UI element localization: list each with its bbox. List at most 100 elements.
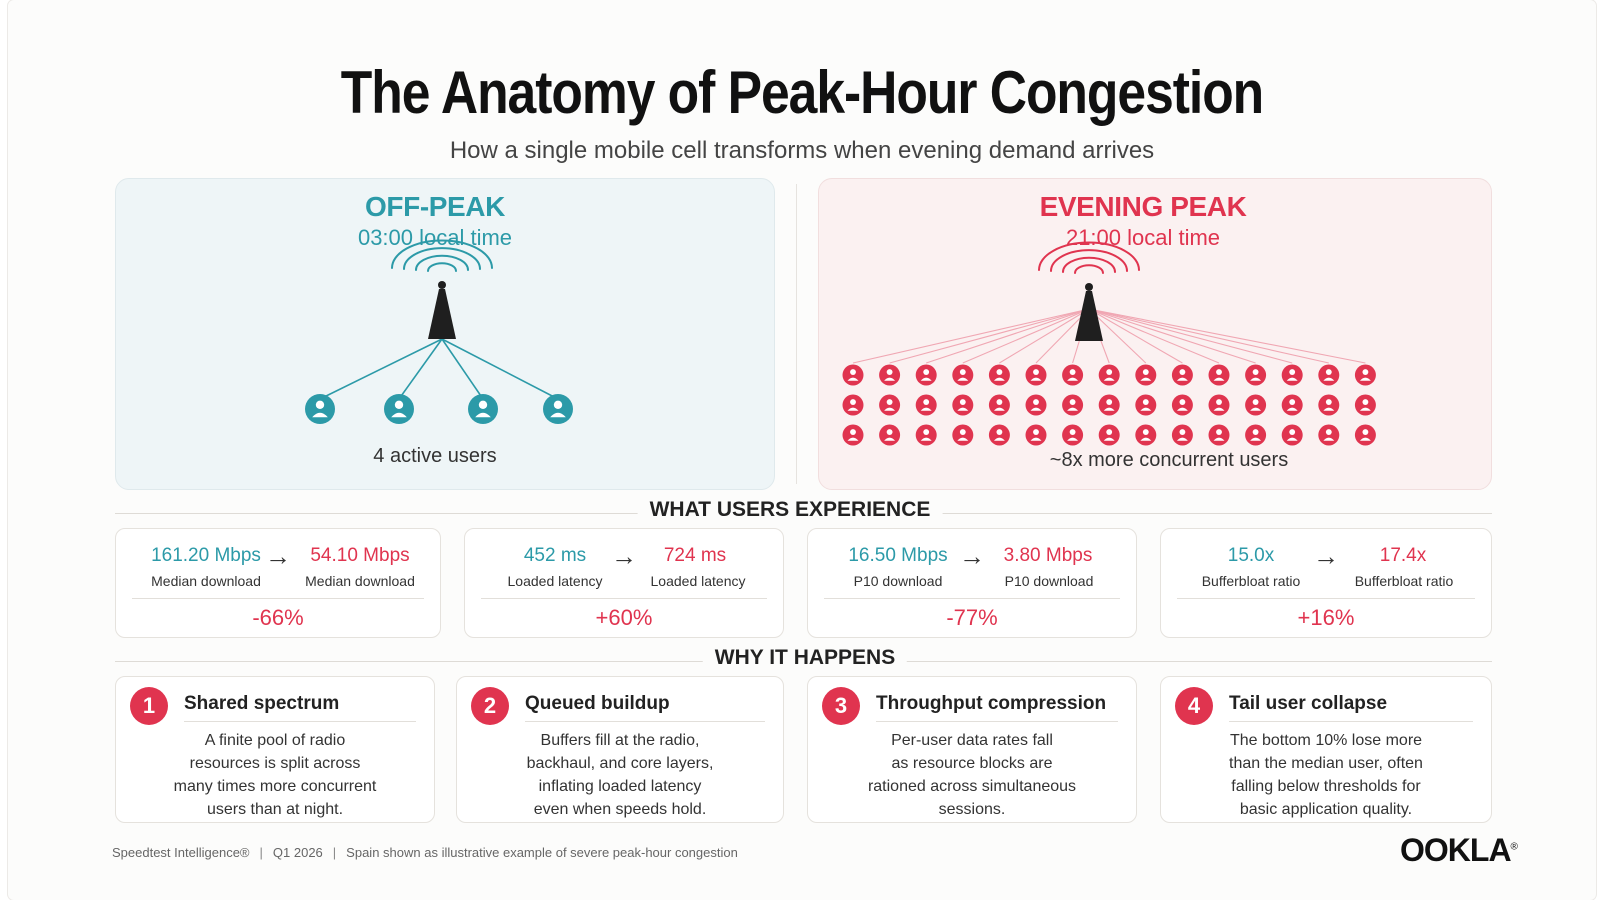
metric-divider [481, 598, 767, 599]
reason-card-tail-user-collapse: 4 Tail user collapse The bottom 10% lose… [1160, 676, 1492, 823]
reason-body-line: rationed across simultaneous [867, 778, 1077, 795]
user-icon [1354, 364, 1376, 386]
user-icon [952, 424, 974, 446]
user-icon [1245, 424, 1267, 446]
metric-card-median-download: 161.20 Mbps Median download → 54.10 Mbps… [115, 528, 441, 638]
user-icon [952, 394, 974, 416]
user-icon [879, 364, 901, 386]
connection-line [319, 338, 443, 400]
metric-delta: +16% [1297, 605, 1355, 630]
user-icon [842, 424, 864, 446]
logo-text: OOKLA [1400, 832, 1512, 868]
metric-after-label: P10 download [1004, 573, 1094, 589]
reason-number-badge: 4 [1175, 687, 1213, 725]
metric-after-value: 17.4x [1379, 545, 1427, 566]
metric-card-loaded-latency: 452 ms Loaded latency → 724 ms Loaded la… [464, 528, 784, 638]
user-icon [1208, 364, 1230, 386]
connection-line [999, 308, 1090, 364]
user-icon [915, 424, 937, 446]
metric-card-p10-download: 16.50 Mbps P10 download → 3.80 Mbps P10 … [807, 528, 1137, 638]
metric-after-value: 724 ms [663, 545, 727, 566]
footer-period: Q1 2026 [272, 845, 323, 860]
cell-tower-icon [1075, 283, 1103, 341]
metric-before-value: 161.20 Mbps [151, 545, 261, 566]
metric-before-value: 16.50 Mbps [848, 545, 948, 566]
connection-line [1088, 308, 1293, 364]
user-icon [1062, 394, 1084, 416]
user-icon [1318, 364, 1340, 386]
user-icon [952, 364, 974, 386]
evening-peak-user-count: ~8x more concurrent users [1049, 449, 1289, 471]
user-icon [543, 394, 573, 424]
user-icon [1098, 394, 1120, 416]
arrow-right-icon: → [1313, 541, 1339, 571]
user-icon [1135, 364, 1157, 386]
metric-before-label: Bufferbloat ratio [1201, 573, 1301, 589]
reason-divider [1229, 721, 1473, 722]
user-icon [988, 394, 1010, 416]
metric-before-label: Loaded latency [507, 573, 603, 589]
user-icon [879, 424, 901, 446]
footer-source: Speedtest Intelligence® [112, 845, 250, 860]
reason-title: Queued buildup [525, 693, 670, 714]
reason-card-throughput-compression: 3 Throughput compression Per-user data r… [807, 676, 1137, 823]
reason-title: Shared spectrum [184, 693, 340, 714]
reasons-heading: WHY IT HAPPENS [702, 646, 908, 670]
reason-body-line: falling below thresholds for [1231, 778, 1421, 795]
evening-peak-cell-diagram [842, 241, 1376, 446]
metric-before-label: P10 download [853, 573, 943, 589]
reason-body: Buffers fill at the radio, backhaul, and… [487, 729, 753, 821]
reason-title: Tail user collapse [1229, 693, 1388, 714]
arrow-right-icon: → [611, 541, 637, 571]
off-peak-time: 03:00 local time [357, 225, 513, 250]
connection-line [1088, 308, 1366, 364]
reason-body-line: even when speeds hold. [533, 801, 707, 818]
user-icon [384, 394, 414, 424]
user-icon [1281, 424, 1303, 446]
logo-registered-mark: ® [1510, 841, 1518, 853]
connection-line [1088, 308, 1147, 364]
off-peak-cell-diagram [305, 239, 573, 424]
evening-peak-panel: EVENING PEAK 21:00 local time ~8x more c… [818, 178, 1492, 490]
user-icon [1208, 424, 1230, 446]
user-icon [1245, 394, 1267, 416]
user-icon [988, 364, 1010, 386]
connection-line [398, 338, 443, 400]
reason-divider [184, 721, 416, 722]
reason-body-line: basic application quality. [1239, 801, 1413, 818]
user-icon [842, 394, 864, 416]
off-peak-user-count: 4 active users [373, 445, 497, 467]
reason-divider [525, 721, 765, 722]
metric-after-value: 54.10 Mbps [310, 545, 410, 566]
experience-section-header: WHAT USERS EXPERIENCE [115, 498, 1492, 528]
off-peak-title: OFF-PEAK [365, 191, 505, 222]
connection-line [441, 338, 559, 400]
metric-after-label: Loaded latency [650, 573, 746, 589]
reason-body-line: A finite pool of radio [204, 732, 346, 749]
reason-number-badge: 2 [471, 687, 509, 725]
user-icon [1171, 364, 1193, 386]
metric-before-value: 452 ms [523, 545, 587, 566]
metric-before-value: 15.0x [1227, 545, 1275, 566]
user-icon [1135, 424, 1157, 446]
footer-source-note: Speedtest Intelligence® | Q1 2026 | Spain sh… [112, 845, 738, 860]
reason-title: Throughput compression [876, 693, 1107, 714]
metric-after-label: Median download [305, 573, 415, 589]
reason-body-line: than the median user, often [1229, 755, 1423, 772]
user-icon [1098, 424, 1120, 446]
user-icon [1025, 424, 1047, 446]
user-icon [1062, 424, 1084, 446]
connection-line [1088, 308, 1183, 364]
user-icon [1354, 394, 1376, 416]
reason-body-line: Per-user data rates fall [891, 732, 1053, 749]
user-icon [1135, 394, 1157, 416]
metric-delta: +60% [595, 605, 653, 630]
connection-line [962, 308, 1090, 364]
metric-delta: -66% [252, 605, 304, 630]
reason-body-line: users than at night. [206, 801, 344, 818]
page-subtitle: How a single mobile cell transforms when… [449, 137, 1155, 164]
panel-divider [796, 184, 797, 484]
reason-body-line: as resource blocks are [891, 755, 1053, 772]
user-icon [1354, 424, 1376, 446]
reason-number-badge: 3 [822, 687, 860, 725]
